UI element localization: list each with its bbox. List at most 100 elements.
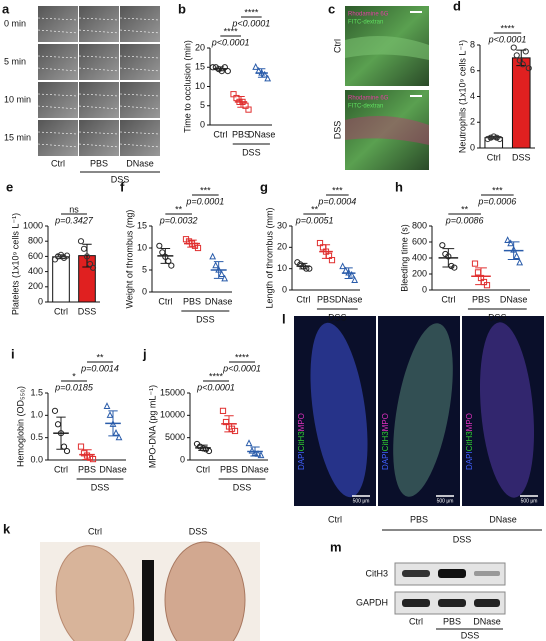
data-point: [83, 253, 91, 260]
panel-letter: j: [142, 346, 147, 361]
vessel-edge: [78, 29, 120, 34]
thrombus: [164, 541, 246, 641]
y-tick-label: 5: [200, 100, 205, 110]
row-label: 0 min: [4, 18, 26, 28]
x-tick-label: Ctrl: [441, 294, 455, 304]
band: [474, 599, 500, 607]
band: [402, 570, 430, 577]
p-value: p=0.0001: [185, 196, 224, 206]
vessel-edge: [119, 105, 161, 110]
panel-letter: l: [282, 311, 286, 326]
x-tick-label: DNase: [335, 294, 363, 304]
data-point: [522, 48, 529, 55]
y-tick-label: 4: [470, 91, 475, 101]
y-axis-label: Hemoglobin (OD₅₅₀): [15, 386, 25, 467]
y-tick-label: 600: [28, 251, 43, 261]
data-point: [194, 244, 202, 252]
column-label: DNase: [473, 616, 501, 626]
data-point: [248, 446, 256, 454]
scale-label: 500 μm: [353, 498, 370, 504]
data-point: [439, 242, 446, 249]
y-tick-label: 0: [470, 142, 475, 152]
y-tick-label: 1000: [23, 220, 43, 230]
column-label: Ctrl: [409, 616, 423, 626]
column-label: PBS: [443, 616, 461, 626]
row-label: 10 min: [4, 94, 31, 104]
y-tick-label: 10: [277, 263, 287, 273]
data-point: [510, 44, 517, 51]
micrograph: [120, 120, 160, 156]
y-tick-label: 2: [470, 117, 475, 127]
data-point: [484, 135, 491, 143]
row-label: Ctrl: [332, 39, 342, 53]
data-point: [199, 445, 207, 452]
y-tick-label: 400: [28, 266, 43, 276]
stain-name: MPO: [297, 413, 306, 431]
column-label: PBS: [410, 514, 428, 524]
vessel-edge: [119, 29, 161, 34]
vessel-edge: [37, 105, 79, 110]
panel-k: Ctrl DSS: [40, 526, 260, 641]
significance-stars: ****: [235, 352, 250, 362]
data-point: [51, 407, 59, 414]
micrograph: [79, 6, 119, 42]
x-tick-label: Ctrl: [213, 129, 227, 139]
significance-stars: ns: [69, 204, 79, 214]
data-point: [471, 260, 479, 267]
y-tick-label: 15: [195, 62, 205, 72]
y-tick-label: 200: [28, 281, 43, 291]
column-label: Ctrl: [88, 526, 102, 536]
stain-name: CitH3: [381, 431, 390, 452]
data-point: [224, 68, 231, 75]
vessel-edge: [119, 67, 161, 72]
vessel-edge: [78, 105, 120, 110]
y-tick-label: 10: [195, 81, 205, 91]
data-point: [339, 262, 347, 270]
vessel-edge: [37, 93, 79, 97]
x-tick-label: DSS: [512, 152, 531, 162]
micrograph: [38, 44, 78, 80]
significance-stars: ****: [500, 23, 515, 33]
row-label: 5 min: [4, 56, 26, 66]
y-tick-label: 6: [470, 65, 475, 75]
data-point: [218, 68, 225, 75]
x-tick-label: Ctrl: [54, 464, 68, 474]
data-point: [483, 282, 491, 289]
data-point: [168, 262, 175, 269]
data-point: [89, 456, 97, 463]
x-tick-label: PBS: [220, 464, 238, 474]
significance-stars: ****: [209, 371, 224, 381]
y-axis-label: Weight of thrombus (mg): [124, 210, 134, 309]
data-point: [348, 270, 356, 278]
significance-stars: **: [461, 204, 469, 214]
panel-letter: a: [2, 1, 10, 16]
bar: [52, 256, 70, 303]
p-value: p=0.3427: [54, 215, 94, 225]
vessel-edge: [78, 93, 120, 97]
data-point: [245, 106, 252, 113]
micrograph: [79, 44, 119, 80]
group-label: DSS: [453, 534, 472, 544]
vessel-edge: [37, 55, 79, 59]
stain-label: DAPICitH3MPO: [465, 413, 474, 470]
x-tick-label: DNase: [99, 464, 127, 474]
data-point: [54, 253, 62, 260]
group-label: DSS: [196, 314, 215, 324]
micrograph: [120, 82, 160, 118]
data-point: [519, 61, 526, 68]
stain-label: Rhodamine 6G: [348, 12, 389, 18]
band: [438, 599, 466, 607]
panel-letter: e: [6, 179, 13, 194]
data-point: [57, 430, 65, 437]
data-point: [496, 135, 503, 143]
data-point: [89, 264, 97, 271]
column-label: PBS: [90, 158, 108, 168]
stain-label: DAPICitH3MPO: [381, 413, 390, 470]
y-tick-label: 5: [142, 264, 147, 274]
p-value: p<0.0001: [211, 37, 250, 47]
x-tick-label: DNase: [500, 294, 528, 304]
